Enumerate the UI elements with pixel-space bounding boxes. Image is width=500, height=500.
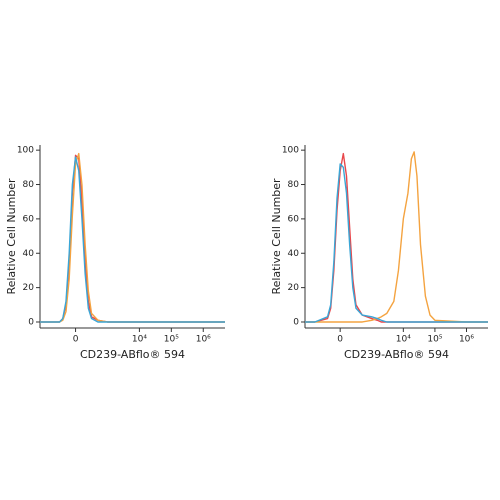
y-tick-label: 100 [282,146,299,156]
y-tick-label: 0 [293,317,299,327]
x-tick-label: 10⁴ [132,335,147,345]
x-tick-label: 0 [337,335,343,345]
y-tick-label: 0 [28,317,34,327]
y-tick-label: 80 [23,180,35,190]
histogram-line [305,163,488,323]
y-tick-label: 20 [23,283,35,293]
y-tick-label: 60 [23,214,35,224]
histogram-line [40,156,225,323]
x-tick-label: 10⁴ [396,335,411,345]
y-tick-label: 20 [288,283,300,293]
x-tick-label: 10⁶ [196,335,211,345]
y-tick-label: 80 [288,180,300,190]
histogram-line [40,152,225,323]
x-tick-label: 10⁶ [459,335,474,345]
x-tick-label: 0 [73,335,79,345]
y-tick-label: 40 [23,249,35,259]
x-tick-label: 10⁵ [427,335,442,345]
y-tick-label: 60 [288,214,300,224]
x-axis-label: CD239-ABflo® 594 [344,348,449,361]
x-tick-label: 10⁵ [164,335,179,345]
histogram-line [305,152,488,323]
y-axis-label: Relative Cell Number [270,178,283,295]
y-axis-label: Relative Cell Number [5,178,18,295]
y-tick-label: 100 [17,146,34,156]
histogram-line [305,151,488,323]
y-tick-label: 40 [288,249,300,259]
x-axis-label: CD239-ABflo® 594 [80,348,185,361]
